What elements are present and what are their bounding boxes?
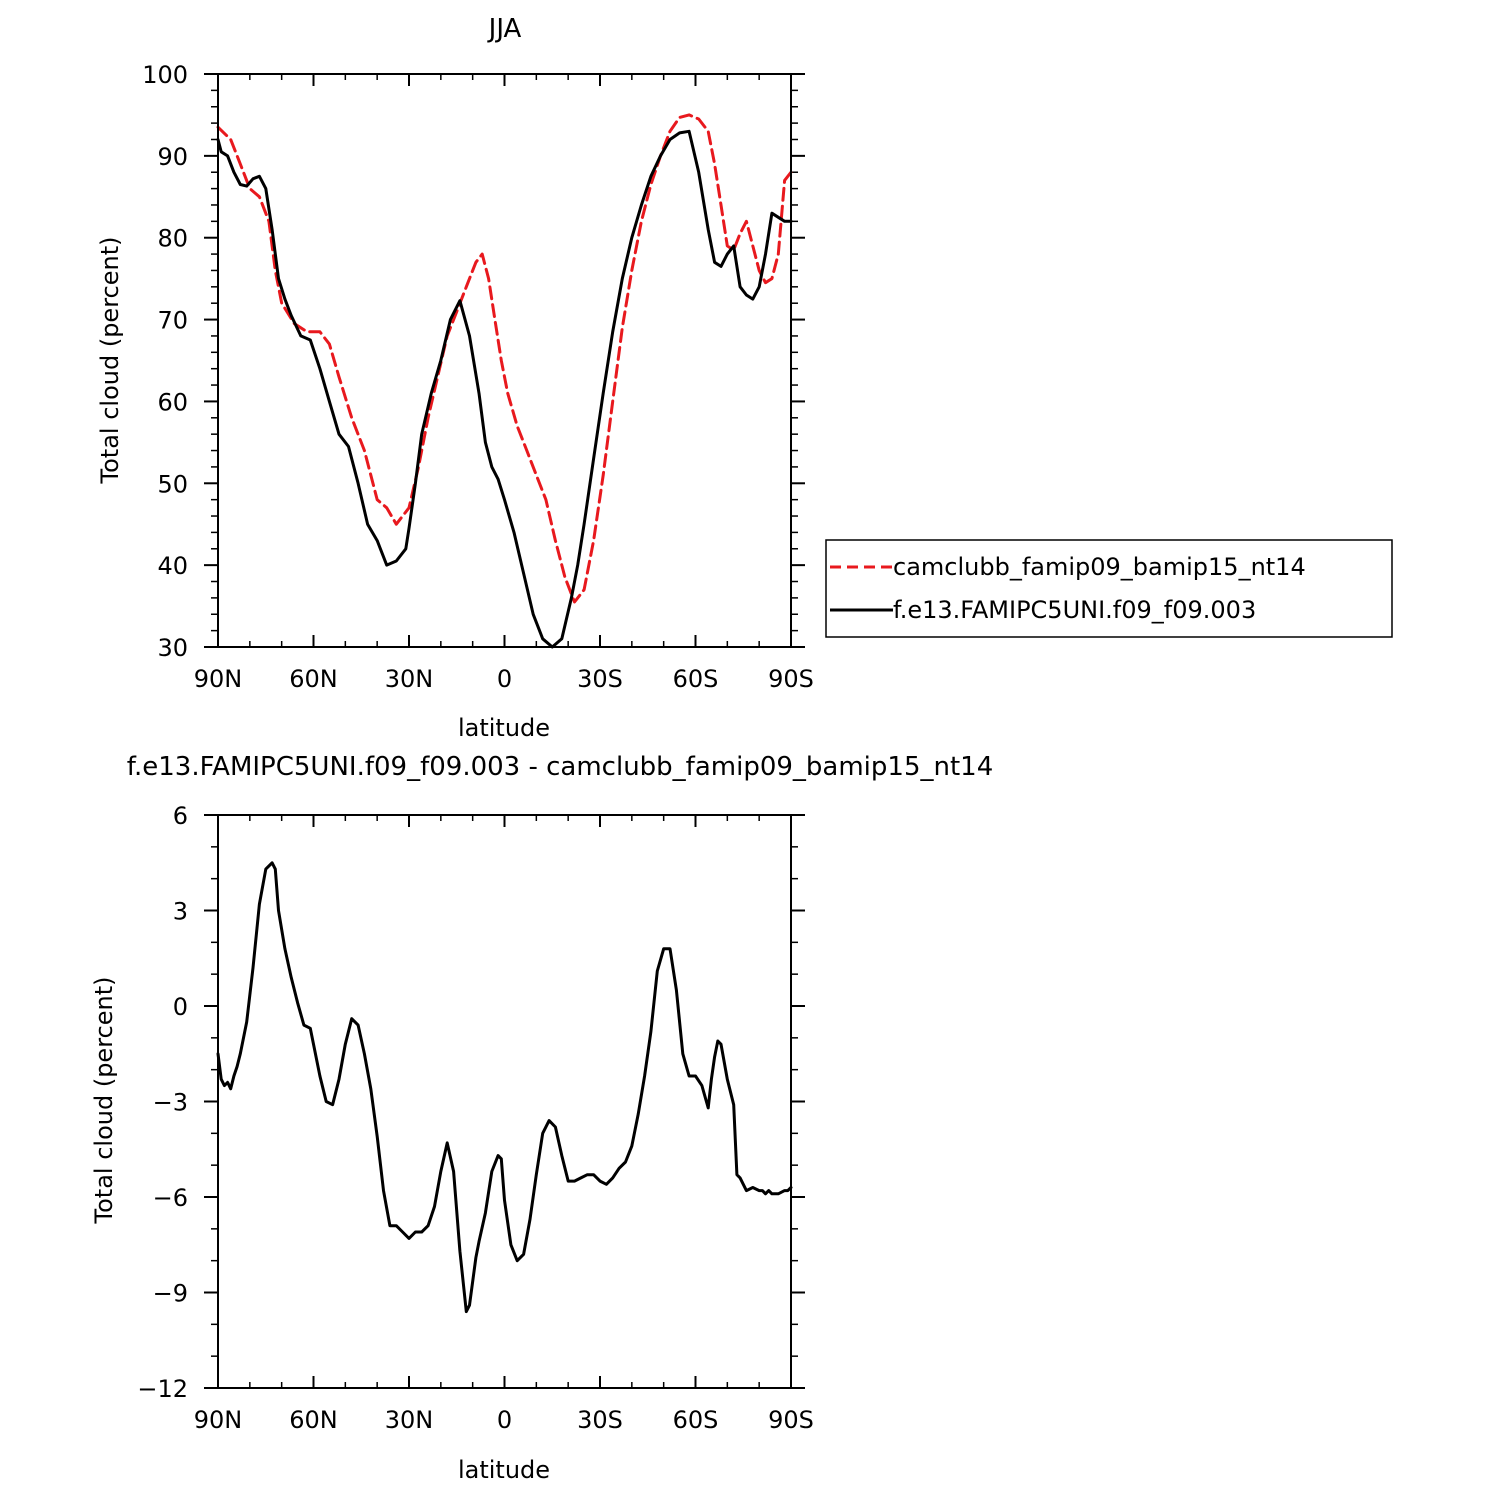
bottom-chart-y-tick-labels: −12 −9 −6 −3 0 3 6 <box>137 802 188 1403</box>
y-tick-label: 50 <box>157 470 188 498</box>
top-chart-series <box>216 113 793 649</box>
x-tick-label: 60N <box>289 665 338 693</box>
legend-label-series-2: f.e13.FAMIPC5UNI.f09_f09.003 <box>893 596 1256 624</box>
top-chart-x-axis-label: latitude <box>458 714 550 742</box>
x-tick-label: 0 <box>497 1406 512 1434</box>
y-tick-label: 70 <box>157 307 188 335</box>
bottom-chart-title: f.e13.FAMIPC5UNI.f09_f09.003 - camclubb_… <box>127 752 994 782</box>
top-chart-x-tick-labels: 90N 60N 30N 0 30S 60S 90S <box>194 665 814 693</box>
series-line-2 <box>216 129 793 649</box>
y-tick-label: 0 <box>173 993 188 1021</box>
y-tick-label: 3 <box>173 898 188 926</box>
x-tick-label: 60S <box>673 1406 719 1434</box>
bottom-chart-y-axis-label: Total cloud (percent) <box>90 977 118 1225</box>
y-tick-label: −3 <box>153 1089 188 1117</box>
y-tick-label: −12 <box>137 1375 188 1403</box>
x-tick-label: 0 <box>497 665 512 693</box>
y-tick-label: 6 <box>173 802 188 830</box>
top-chart-y-tick-labels: 30 40 50 60 70 80 90 100 <box>142 61 188 662</box>
legend-label-series-1: camclubb_famip09_bamip15_nt14 <box>893 553 1306 581</box>
x-tick-label: 30N <box>385 1406 434 1434</box>
top-chart-y-axis-label: Total cloud (percent) <box>96 237 124 485</box>
top-chart-plot-frame <box>217 73 792 648</box>
x-tick-label: 30S <box>577 1406 623 1434</box>
bottom-chart-ticks <box>204 814 805 1389</box>
y-tick-label: 30 <box>157 634 188 662</box>
y-tick-label: 40 <box>157 552 188 580</box>
series-line-1 <box>216 113 793 604</box>
bottom-chart-x-tick-labels: 90N 60N 30N 0 30S 60S 90S <box>194 1406 814 1434</box>
y-tick-label: 80 <box>157 225 188 253</box>
x-tick-label: 90S <box>768 665 814 693</box>
y-tick-label: 100 <box>142 61 188 89</box>
bottom-chart-panel: f.e13.FAMIPC5UNI.f09_f09.003 - camclubb_… <box>90 752 993 1484</box>
bottom-chart-x-axis-label: latitude <box>458 1456 550 1484</box>
x-tick-label: 30S <box>577 665 623 693</box>
x-tick-label: 60S <box>673 665 719 693</box>
legend-box <box>825 539 1393 638</box>
top-chart-legend: camclubb_famip09_bamip15_nt14 f.e13.FAMI… <box>825 539 1393 638</box>
bottom-chart-series <box>216 861 793 1314</box>
x-tick-label: 90N <box>194 665 243 693</box>
x-tick-label: 90N <box>194 1406 243 1434</box>
x-tick-label: 60N <box>289 1406 338 1434</box>
x-tick-label: 90S <box>768 1406 814 1434</box>
y-tick-label: −6 <box>153 1184 188 1212</box>
x-tick-label: 30N <box>385 665 434 693</box>
y-tick-label: 60 <box>157 388 188 416</box>
series-line-1 <box>216 861 793 1314</box>
y-tick-label: −9 <box>153 1280 188 1308</box>
bottom-chart-plot-frame <box>217 814 792 1389</box>
top-chart-title: JJA <box>487 14 522 44</box>
top-chart-panel: JJA 90N 60N 30N 0 30S 60S 90S 30 40 50 60 70 80 90 10… <box>96 14 1393 742</box>
y-tick-label: 90 <box>157 143 188 171</box>
